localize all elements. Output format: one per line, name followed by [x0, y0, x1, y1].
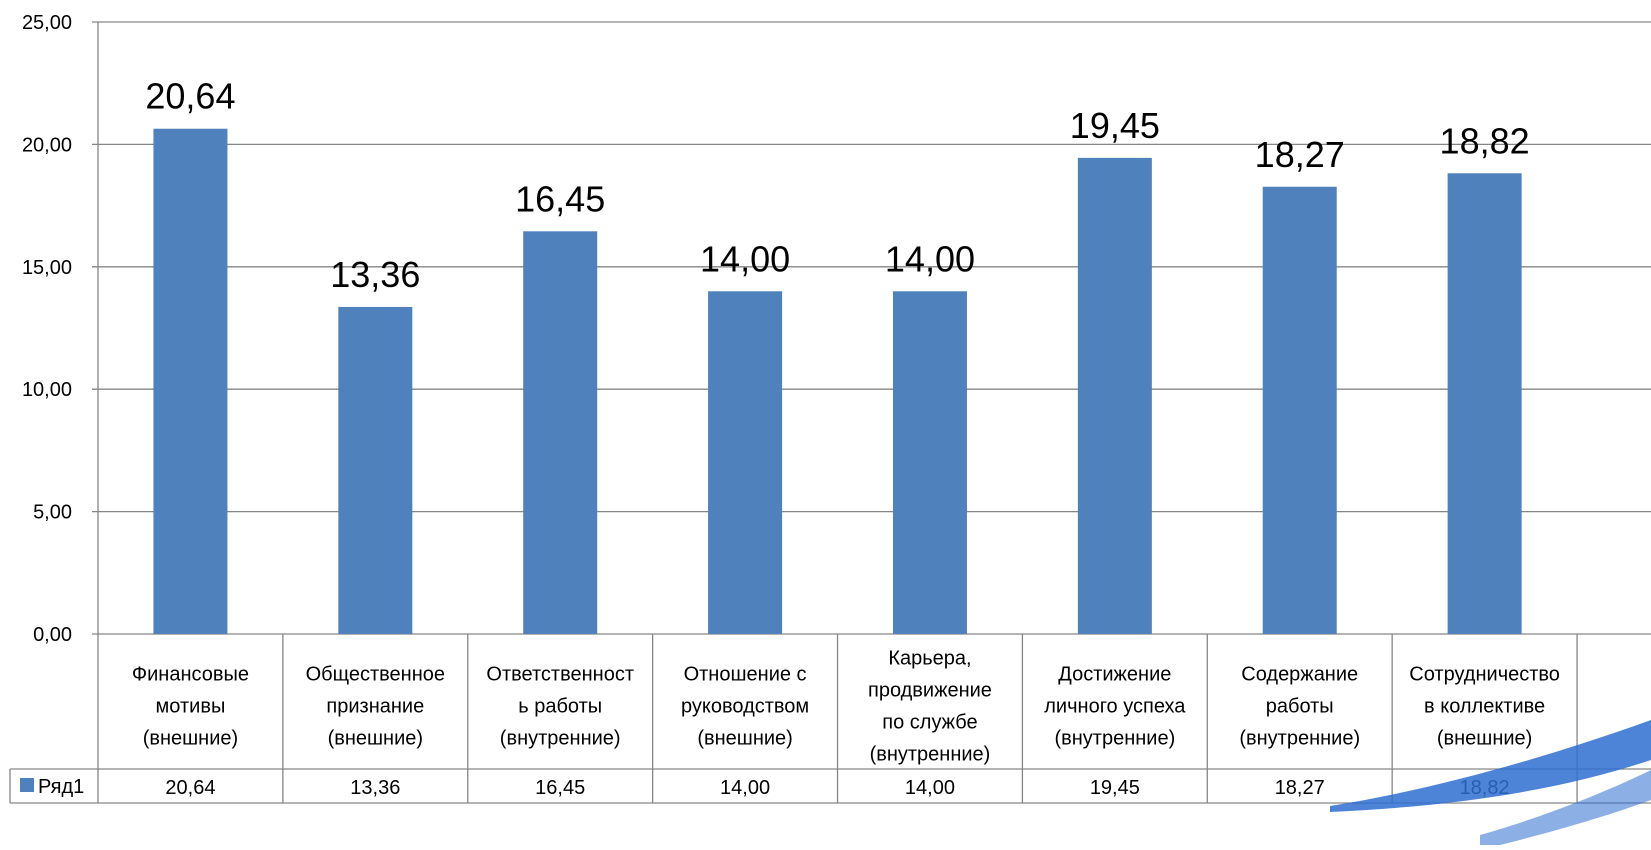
category-label: (внешние) [143, 728, 239, 750]
category-label: (внутренние) [500, 728, 621, 750]
bar [338, 306, 413, 634]
category-label: Финансовые [132, 664, 249, 686]
bar [523, 231, 598, 634]
category-label: личного успеха [1044, 696, 1186, 718]
table-value: 18,27 [1275, 777, 1325, 799]
decor-swoosh-2 [1480, 770, 1651, 845]
data-label: 14,00 [700, 238, 790, 279]
category-label: ь работы [518, 696, 602, 718]
category-label: в коллективе [1424, 696, 1545, 718]
category-label: (внешние) [697, 728, 793, 750]
category-label: Достижение [1058, 664, 1171, 686]
bar [1262, 186, 1337, 634]
bar [892, 291, 967, 634]
y-tick-label: 15,00 [22, 257, 72, 279]
y-tick-label: 5,00 [33, 502, 72, 524]
bar [1447, 173, 1522, 634]
category-label: продвижение [868, 680, 992, 702]
table-value: 13,36 [350, 777, 400, 799]
table-value: 14,00 [905, 777, 955, 799]
table-value: 19,45 [1090, 777, 1140, 799]
category-label: Ответственност [486, 664, 634, 686]
bar [153, 128, 228, 635]
y-tick-label: 10,00 [22, 379, 72, 401]
category-label: руководством [681, 696, 809, 718]
category-label: Содержание [1241, 664, 1358, 686]
category-label: работы [1266, 696, 1334, 718]
table-value: 14,00 [720, 777, 770, 799]
category-label: по службе [882, 712, 977, 734]
category-label: (внутренние) [870, 744, 991, 766]
y-tick-label: 0,00 [33, 624, 72, 646]
data-label: 14,00 [885, 238, 975, 279]
category-label: мотивы [156, 696, 226, 718]
bar [1077, 157, 1152, 634]
category-label: (внутренние) [1054, 728, 1175, 750]
table-value: 16,45 [535, 777, 585, 799]
data-label: 18,82 [1440, 120, 1530, 161]
data-label: 19,45 [1070, 105, 1160, 146]
decor-swoosh [1330, 720, 1651, 812]
category-label: Карьера, [888, 648, 971, 670]
category-label: признание [326, 696, 424, 718]
category-label: Общественное [306, 664, 445, 686]
y-tick-label: 25,00 [22, 12, 72, 34]
legend-swatch [20, 778, 34, 792]
category-label: (внешние) [328, 728, 424, 750]
y-tick-label: 20,00 [22, 134, 72, 156]
category-label: (внутренние) [1239, 728, 1360, 750]
category-label: (внешние) [1437, 728, 1533, 750]
table-value: 20,64 [165, 777, 215, 799]
category-label: Сотрудничество [1409, 664, 1560, 686]
data-label: 16,45 [515, 178, 605, 219]
category-label: Отношение с [684, 664, 807, 686]
series-name: Ряд1 [38, 776, 84, 798]
bar [708, 291, 783, 634]
data-label: 18,27 [1255, 134, 1345, 175]
data-label: 13,36 [330, 254, 420, 295]
data-label: 20,64 [145, 76, 235, 117]
